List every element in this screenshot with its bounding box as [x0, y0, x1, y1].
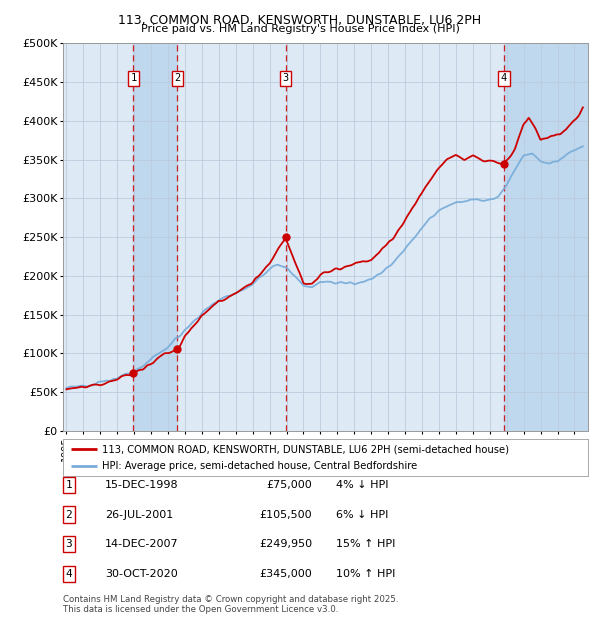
- Text: 10% ↑ HPI: 10% ↑ HPI: [336, 569, 395, 579]
- Text: 30-OCT-2020: 30-OCT-2020: [105, 569, 178, 579]
- Text: 4: 4: [501, 73, 507, 83]
- Text: 1: 1: [130, 73, 137, 83]
- Text: Contains HM Land Registry data © Crown copyright and database right 2025.: Contains HM Land Registry data © Crown c…: [63, 595, 398, 604]
- Text: 113, COMMON ROAD, KENSWORTH, DUNSTABLE, LU6 2PH: 113, COMMON ROAD, KENSWORTH, DUNSTABLE, …: [118, 14, 482, 27]
- Text: 3: 3: [65, 539, 73, 549]
- Text: This data is licensed under the Open Government Licence v3.0.: This data is licensed under the Open Gov…: [63, 604, 338, 614]
- Bar: [504, 43, 588, 431]
- Text: £75,000: £75,000: [266, 480, 312, 490]
- Text: 2: 2: [65, 510, 73, 520]
- Text: 4: 4: [65, 569, 73, 579]
- Text: 15-DEC-1998: 15-DEC-1998: [105, 480, 179, 490]
- Text: 26-JUL-2001: 26-JUL-2001: [105, 510, 173, 520]
- Text: 113, COMMON ROAD, KENSWORTH, DUNSTABLE, LU6 2PH (semi-detached house): 113, COMMON ROAD, KENSWORTH, DUNSTABLE, …: [103, 444, 509, 454]
- Text: £105,500: £105,500: [259, 510, 312, 520]
- Text: £345,000: £345,000: [259, 569, 312, 579]
- Text: 14-DEC-2007: 14-DEC-2007: [105, 539, 179, 549]
- Text: HPI: Average price, semi-detached house, Central Bedfordshire: HPI: Average price, semi-detached house,…: [103, 461, 418, 471]
- Text: 3: 3: [283, 73, 289, 83]
- Text: 15% ↑ HPI: 15% ↑ HPI: [336, 539, 395, 549]
- Text: 6% ↓ HPI: 6% ↓ HPI: [336, 510, 388, 520]
- Text: 1: 1: [65, 480, 73, 490]
- Text: 2: 2: [175, 73, 181, 83]
- Text: Price paid vs. HM Land Registry's House Price Index (HPI): Price paid vs. HM Land Registry's House …: [140, 24, 460, 33]
- Text: 4% ↓ HPI: 4% ↓ HPI: [336, 480, 389, 490]
- Bar: [133, 43, 178, 431]
- Text: £249,950: £249,950: [259, 539, 312, 549]
